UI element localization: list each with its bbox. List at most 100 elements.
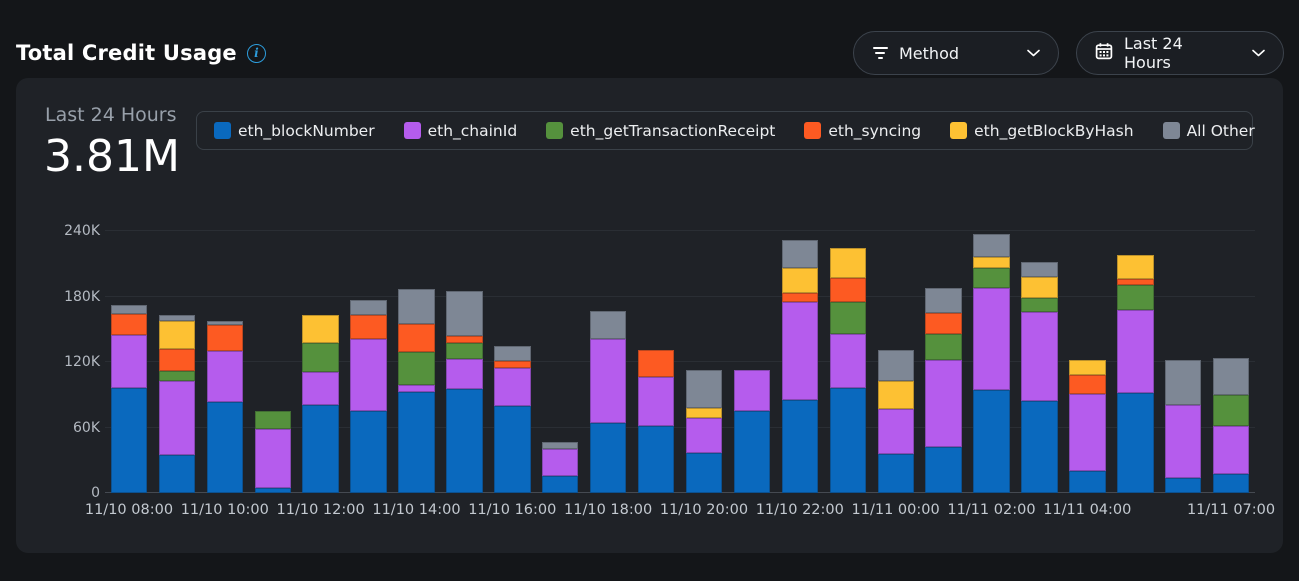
bar-segment[interactable] (589, 310, 627, 340)
bar-segment[interactable] (685, 417, 723, 453)
stacked-bar[interactable] (1212, 357, 1250, 493)
bar-segment[interactable] (1212, 357, 1250, 395)
bar-segment[interactable] (110, 314, 148, 335)
stacked-bar[interactable] (206, 320, 243, 493)
bar-segment[interactable] (158, 349, 196, 371)
bar-segment[interactable] (158, 454, 196, 493)
bar-segment[interactable] (1117, 284, 1154, 310)
info-icon[interactable]: i (246, 43, 266, 63)
stacked-bar[interactable] (398, 288, 435, 493)
legend-item[interactable]: eth_blockNumber (214, 122, 375, 140)
bar-segment[interactable] (398, 391, 435, 493)
bar-segment[interactable] (1069, 359, 1106, 376)
bar-segment[interactable] (973, 234, 1010, 258)
stacked-bar[interactable] (446, 291, 483, 493)
bar-segment[interactable] (446, 389, 483, 493)
bar-segment[interactable] (829, 388, 866, 493)
bar-segment[interactable] (925, 287, 962, 314)
bar-segment[interactable] (302, 343, 339, 372)
bar-segment[interactable] (829, 277, 866, 302)
bar-segment[interactable] (494, 345, 531, 361)
bar-segment[interactable] (254, 411, 291, 429)
bar-segment[interactable] (350, 339, 387, 412)
bar-segment[interactable] (446, 291, 483, 336)
bar-segment[interactable] (829, 301, 866, 334)
bar-segment[interactable] (1212, 426, 1250, 475)
bar-segment[interactable] (1021, 261, 1058, 277)
bar-segment[interactable] (110, 305, 148, 315)
bar-segment[interactable] (637, 377, 675, 427)
stacked-bar[interactable] (542, 441, 579, 493)
stacked-bar[interactable] (254, 411, 291, 493)
bar-segment[interactable] (1117, 279, 1154, 285)
bar-segment[interactable] (877, 453, 914, 493)
bar-segment[interactable] (110, 334, 148, 389)
bar-segment[interactable] (494, 360, 531, 368)
stacked-bar[interactable] (589, 310, 627, 493)
bar-segment[interactable] (1165, 404, 1202, 478)
stacked-bar[interactable] (350, 299, 387, 493)
bar-segment[interactable] (398, 384, 435, 392)
bar-segment[interactable] (1212, 474, 1250, 493)
legend-item[interactable]: eth_getTransactionReceipt (546, 122, 775, 140)
bar-segment[interactable] (206, 351, 243, 403)
bar-segment[interactable] (494, 405, 531, 493)
legend-item[interactable]: All Other (1162, 122, 1255, 140)
stacked-bar[interactable] (1069, 359, 1106, 493)
bar-segment[interactable] (398, 323, 435, 353)
bar-segment[interactable] (350, 315, 387, 340)
bar-segment[interactable] (781, 293, 819, 302)
bar-segment[interactable] (781, 268, 819, 294)
stacked-bar[interactable] (733, 369, 771, 493)
bar-segment[interactable] (925, 359, 962, 448)
bar-segment[interactable] (206, 402, 243, 493)
stacked-bar[interactable] (925, 287, 962, 493)
stacked-bar[interactable] (1117, 255, 1154, 493)
bar-segment[interactable] (398, 288, 435, 324)
bar-segment[interactable] (1021, 297, 1058, 312)
bar-segment[interactable] (1165, 359, 1202, 405)
bar-segment[interactable] (877, 408, 914, 454)
bar-segment[interactable] (206, 324, 243, 352)
bar-segment[interactable] (302, 315, 339, 344)
stacked-bar[interactable] (1021, 261, 1058, 493)
bar-segment[interactable] (302, 371, 339, 405)
bar-segment[interactable] (446, 358, 483, 390)
bar-segment[interactable] (829, 248, 866, 278)
bar-segment[interactable] (158, 315, 196, 321)
bar-segment[interactable] (973, 390, 1010, 493)
bar-segment[interactable] (877, 349, 914, 381)
stacked-bar[interactable] (110, 305, 148, 493)
bar-segment[interactable] (973, 257, 1010, 269)
legend-item[interactable]: eth_getBlockByHash (950, 122, 1134, 140)
bar-segment[interactable] (877, 380, 914, 409)
bar-segment[interactable] (781, 400, 819, 493)
bar-segment[interactable] (446, 335, 483, 344)
stacked-bar[interactable] (781, 239, 819, 493)
method-filter-dropdown[interactable]: Method (853, 31, 1059, 75)
bar-segment[interactable] (1021, 401, 1058, 493)
bar-segment[interactable] (973, 287, 1010, 391)
bar-segment[interactable] (733, 411, 771, 493)
bar-segment[interactable] (589, 423, 627, 493)
bar-segment[interactable] (494, 367, 531, 406)
bar-segment[interactable] (1069, 471, 1106, 493)
bar-segment[interactable] (1117, 255, 1154, 280)
bar-segment[interactable] (1117, 392, 1154, 493)
stacked-bar[interactable] (1165, 359, 1202, 493)
bar-segment[interactable] (781, 301, 819, 401)
bar-segment[interactable] (206, 320, 243, 325)
bar-segment[interactable] (829, 333, 866, 389)
bar-segment[interactable] (158, 380, 196, 455)
bar-segment[interactable] (542, 475, 579, 493)
bar-segment[interactable] (446, 343, 483, 359)
bar-segment[interactable] (925, 333, 962, 360)
bar-segment[interactable] (1212, 394, 1250, 427)
bar-segment[interactable] (973, 268, 1010, 288)
stacked-bar[interactable] (494, 345, 531, 493)
bar-segment[interactable] (1021, 311, 1058, 402)
stacked-bar[interactable] (973, 234, 1010, 493)
bar-segment[interactable] (542, 449, 579, 476)
bar-segment[interactable] (733, 369, 771, 412)
bar-segment[interactable] (637, 350, 675, 378)
